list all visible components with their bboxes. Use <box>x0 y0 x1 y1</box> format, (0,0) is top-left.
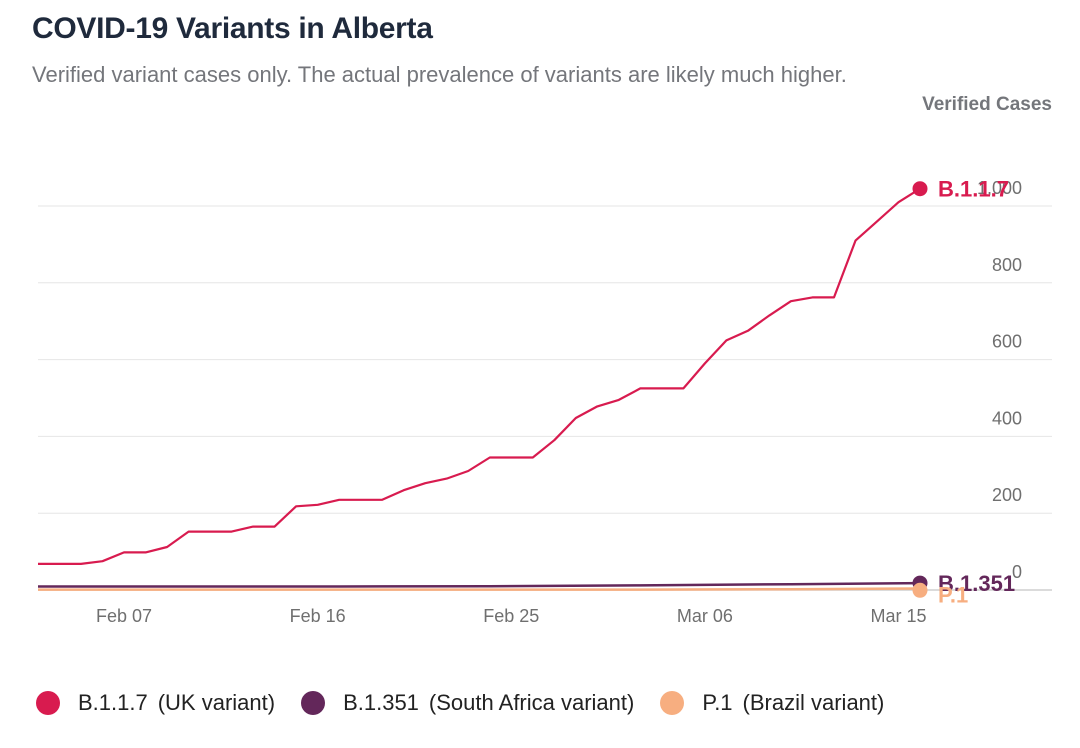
legend-item-B-1-1-7: B.1.1.7 (UK variant) <box>36 690 275 716</box>
legend-description: (South Africa variant) <box>428 690 635 715</box>
y-tick-label: 200 <box>992 485 1022 505</box>
chart-title: COVID-19 Variants in Alberta <box>32 12 433 45</box>
legend-swatch <box>660 691 685 715</box>
y-tick-label: 1,000 <box>977 178 1022 198</box>
series-line-P-1 <box>38 587 921 591</box>
end-label-B-1-1-7: B.1.1.7 <box>938 177 1009 202</box>
x-axis-ticks: Feb 07 Feb 16 Feb 25 Mar 06 Mar 15 <box>96 606 926 626</box>
legend-item-P-1: P.1 (Brazil variant) <box>660 690 884 716</box>
y-tick-label: 0 <box>1012 562 1022 582</box>
legend-swatch <box>36 691 60 715</box>
legend-label: B.1.351 <box>343 690 419 715</box>
series-line-B-1-1-7 <box>38 187 921 566</box>
y-tick-label: 400 <box>992 408 1022 428</box>
chart-subtitle: Verified variant cases only. The actual … <box>32 62 847 87</box>
x-tick-label: Feb 16 <box>290 606 346 626</box>
series-lines <box>38 187 921 591</box>
legend-label: B.1.1.7 <box>78 690 148 715</box>
line-chart: Verified Cases 0 200 400 600 800 1,000 Feb 07… <box>38 94 1052 626</box>
x-tick-label: Feb 07 <box>96 606 152 626</box>
legend-swatch <box>301 691 326 715</box>
x-tick-label: Mar 06 <box>677 606 733 626</box>
end-label-P-1: P.1 <box>938 582 968 607</box>
legend-item-B-1-351: B.1.351 (South Africa variant) <box>301 690 634 716</box>
end-marker-B-1-1-7 <box>912 181 928 197</box>
y-tick-label: 600 <box>992 332 1022 352</box>
legend-label: P.1 <box>702 690 733 715</box>
y-tick-label: 800 <box>992 255 1022 275</box>
x-tick-label: Feb 25 <box>483 606 539 626</box>
end-marker-P-1 <box>912 582 928 598</box>
series-line-B-1-351 <box>38 581 921 588</box>
y-axis-label: Verified Cases <box>922 94 1052 115</box>
legend-description: (UK variant) <box>157 690 276 715</box>
legend: B.1.1.7 (UK variant) B.1.351 (South Africa … <box>36 690 910 716</box>
y-axis-ticks: 0 200 400 600 800 1,000 <box>977 178 1022 582</box>
end-label-B-1-351: B.1.351 <box>938 571 1015 596</box>
x-tick-label: Mar 15 <box>870 606 926 626</box>
legend-description: (Brazil variant) <box>742 690 885 715</box>
